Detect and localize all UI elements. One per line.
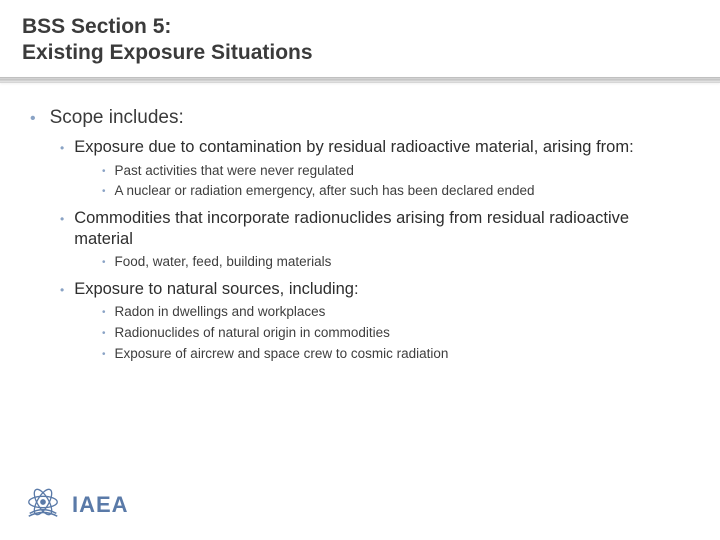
bullet-list-level-3: • Past activities that were never regula…: [102, 162, 690, 200]
slide-title: BSS Section 5: Existing Exposure Situati…: [22, 14, 698, 67]
list-item: • Exposure to natural sources, including…: [60, 279, 690, 362]
bullet-list-level-1: • Scope includes: • Exposure due to cont…: [30, 107, 690, 363]
title-area: BSS Section 5: Existing Exposure Situati…: [0, 0, 720, 77]
list-item-text: Exposure due to contamination by residua…: [74, 137, 633, 158]
title-line-1: BSS Section 5:: [22, 15, 171, 38]
bullet-list-level-3: • Radon in dwellings and workplaces • Ra…: [102, 303, 690, 362]
bullet-icon: •: [102, 308, 106, 318]
list-item-text: Scope includes:: [50, 107, 184, 130]
slide-content: • Scope includes: • Exposure due to cont…: [0, 83, 720, 363]
list-item-text: Food, water, feed, building materials: [115, 253, 332, 271]
list-item-text: Radionuclides of natural origin in commo…: [115, 324, 390, 342]
bullet-list-level-2: • Exposure due to contamination by resid…: [60, 137, 690, 362]
list-item: • Exposure due to contamination by resid…: [60, 137, 690, 200]
list-item-text: Exposure of aircrew and space crew to co…: [115, 345, 449, 363]
list-item: • Exposure of aircrew and space crew to …: [102, 345, 690, 363]
bullet-icon: •: [60, 142, 64, 154]
list-item: • Food, water, feed, building materials: [102, 253, 690, 271]
bullet-icon: •: [102, 167, 106, 177]
list-item: • A nuclear or radiation emergency, afte…: [102, 182, 690, 200]
footer: IAEA: [24, 483, 129, 526]
iaea-logo-icon: [24, 483, 62, 526]
bullet-icon: •: [60, 284, 64, 296]
list-item-text: Commodities that incorporate radionuclid…: [74, 208, 690, 249]
list-item: • Scope includes: • Exposure due to cont…: [30, 107, 690, 363]
list-item-text: Past activities that were never regulate…: [115, 162, 354, 180]
list-item: • Past activities that were never regula…: [102, 162, 690, 180]
list-item-text: A nuclear or radiation emergency, after …: [115, 182, 535, 200]
list-item: • Commodities that incorporate radionucl…: [60, 208, 690, 271]
bullet-icon: •: [30, 111, 36, 127]
iaea-logo-text: IAEA: [72, 492, 129, 518]
bullet-icon: •: [60, 213, 64, 225]
bullet-icon: •: [102, 187, 106, 197]
list-item-text: Exposure to natural sources, including:: [74, 279, 358, 300]
bullet-icon: •: [102, 258, 106, 268]
title-line-2: Existing Exposure Situations: [22, 41, 313, 64]
list-item: • Radon in dwellings and workplaces: [102, 303, 690, 321]
list-item-text: Radon in dwellings and workplaces: [115, 303, 326, 321]
list-item: • Radionuclides of natural origin in com…: [102, 324, 690, 342]
bullet-icon: •: [102, 329, 106, 339]
bullet-list-level-3: • Food, water, feed, building materials: [102, 253, 690, 271]
bullet-icon: •: [102, 350, 106, 360]
